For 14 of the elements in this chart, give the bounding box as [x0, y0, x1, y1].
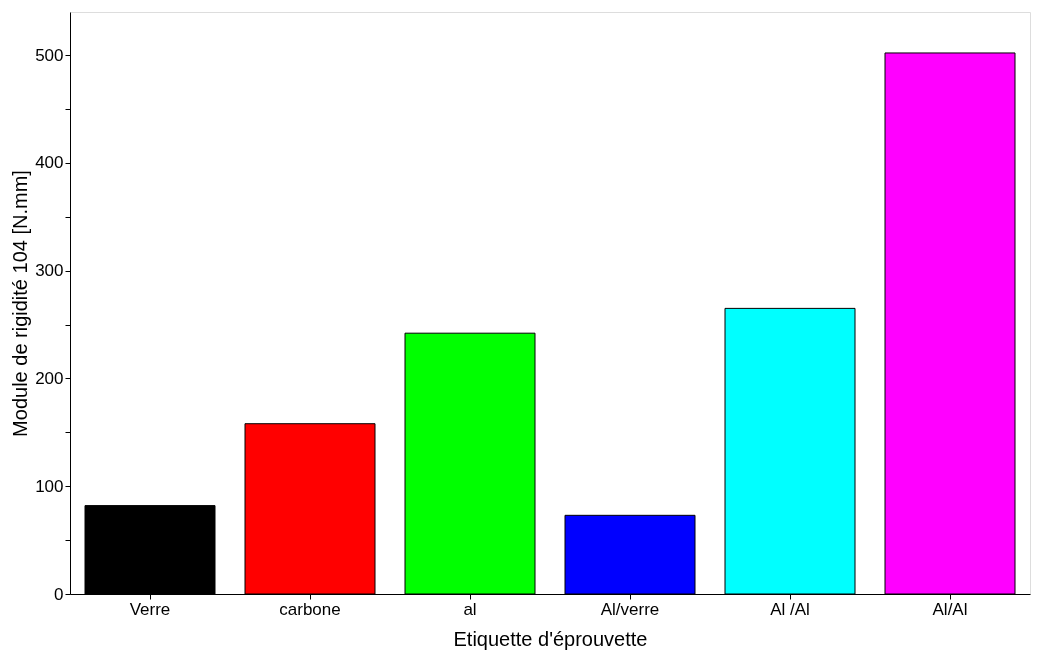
- x-tick-label: Al/verre: [600, 599, 660, 619]
- x-tick-label: Verre: [129, 599, 171, 619]
- y-tick-label: 500: [35, 45, 64, 65]
- y-tick-label: 100: [35, 476, 64, 496]
- x-axis-title: Etiquette d'éprouvette: [453, 627, 648, 650]
- x-tick-label: Al/Al: [932, 599, 968, 619]
- y-tick-label: 400: [35, 153, 64, 173]
- y-tick-label: 300: [35, 261, 64, 281]
- y-tick-label: 200: [35, 368, 64, 388]
- y-tick-label: 0: [54, 584, 64, 604]
- y-axis-title: Module de rigidité 104 [N.mm]: [9, 170, 32, 437]
- x-tick-label: carbone: [279, 599, 341, 619]
- x-tick-label: Al /Al: [770, 599, 810, 619]
- x-tick-label: al: [463, 599, 477, 619]
